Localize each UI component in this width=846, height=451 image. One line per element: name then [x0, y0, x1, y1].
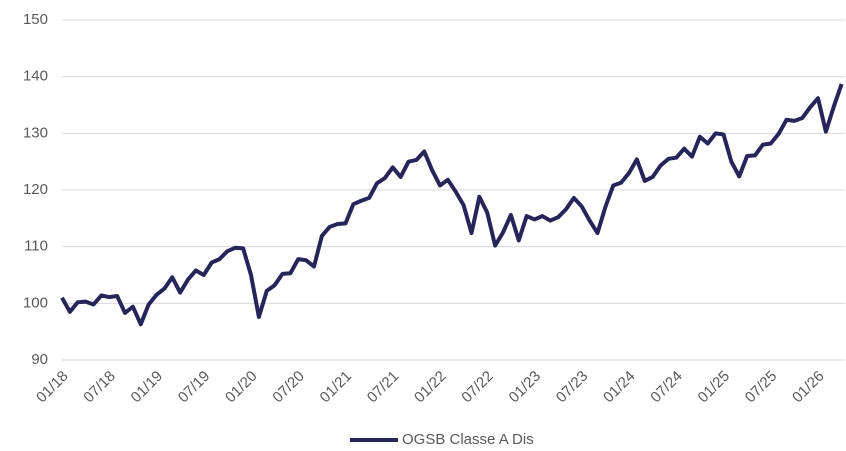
x-tick-label: 07/25	[742, 368, 781, 407]
y-tick-label: 100	[23, 294, 48, 311]
x-tick-label: 01/25	[695, 368, 734, 407]
data-line	[60, 83, 844, 327]
y-tick-label: 130	[23, 124, 48, 141]
y-tick-label: 110	[24, 238, 48, 255]
x-tick-label: 07/19	[175, 368, 214, 407]
legend-label: OGSB Classe A Dis	[402, 431, 534, 448]
y-tick-label: 90	[31, 351, 48, 368]
x-tick-label: 01/24	[600, 368, 639, 407]
x-tick-label: 01/22	[411, 368, 450, 407]
y-tick-label: 150	[23, 11, 48, 28]
x-tick-label: 01/21	[317, 368, 356, 407]
x-tick-label: 07/21	[364, 368, 403, 407]
x-tick-label: 07/20	[269, 368, 308, 407]
x-tick-label: 01/26	[789, 368, 828, 407]
x-tick-label: 01/20	[222, 368, 261, 407]
x-tick-label: 07/18	[80, 368, 119, 407]
x-tick-label: 01/19	[128, 368, 167, 407]
x-tick-label: 07/23	[553, 368, 592, 407]
y-tick-label: 140	[23, 68, 48, 85]
x-tick-label: 01/18	[33, 368, 72, 407]
x-tick-label: 07/24	[647, 368, 686, 407]
y-tick-label: 120	[23, 181, 48, 198]
x-tick-label: 07/22	[458, 368, 497, 407]
x-tick-label: 01/23	[506, 368, 545, 407]
